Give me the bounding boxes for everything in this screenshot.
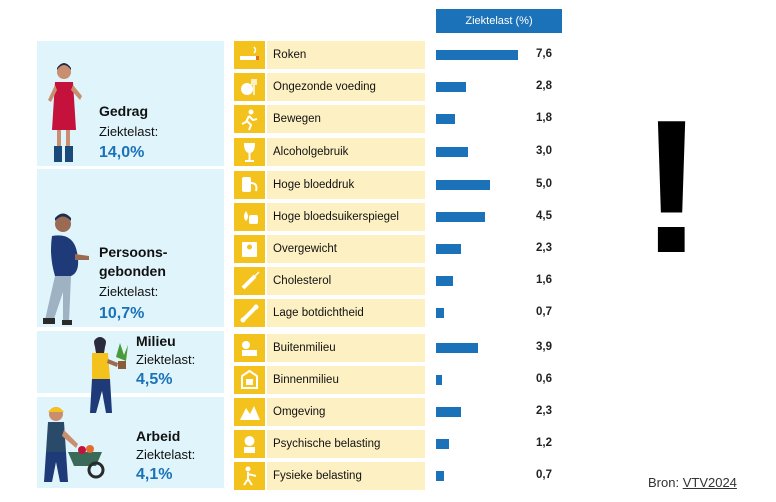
group-title-persoonsgebonden: Persoons- gebonden — [99, 244, 168, 279]
source-link[interactable]: VTV2024 — [682, 475, 737, 490]
syringe-icon — [234, 267, 265, 295]
value-header: Ziektelast (%) — [436, 9, 562, 33]
wine-glass-icon — [234, 138, 265, 166]
scale-icon — [234, 235, 265, 263]
value-label-fysieke-belasting: 0,7 — [536, 469, 552, 481]
category-label-bewegen: Bewegen — [267, 105, 425, 133]
group-total-arbeid: 4,1% — [136, 466, 173, 483]
bar-hoge-bloeddruk — [436, 180, 490, 190]
blood-pressure-icon — [234, 171, 265, 199]
group-sublabel-milieu: Ziektelast: — [136, 352, 196, 367]
value-label-cholesterol: 1,6 — [536, 274, 552, 286]
value-label-roken: 7,6 — [536, 48, 552, 60]
gardener-figure-illustration — [90, 337, 128, 413]
bar-hoge-bloedsuikerspiegel — [436, 212, 485, 222]
man-figure-illustration — [43, 213, 89, 325]
value-label-psychische-belasting: 1,2 — [536, 437, 552, 449]
group-title-milieu: Milieu — [136, 333, 176, 349]
bar-roken — [436, 50, 518, 60]
category-label-lage-botdichtheid: Lage botdichtheid — [267, 299, 425, 327]
group-title-arbeid: Arbeid — [136, 428, 181, 444]
value-label-binnenmilieu: 0,6 — [536, 373, 552, 385]
environment-icon — [234, 398, 265, 426]
value-label-overgewicht: 2,3 — [536, 242, 552, 254]
value-label-hoge-bloeddruk: 5,0 — [536, 178, 552, 190]
group-total-milieu: 4,5% — [136, 371, 173, 388]
bar-alcoholgebruik — [436, 147, 469, 157]
value-label-ongezonde-voeding: 2,8 — [536, 80, 552, 92]
source-note: Bron: VTV2024 — [648, 475, 737, 490]
category-label-hoge-bloedsuikerspiegel: Hoge bloedsuikerspiegel — [267, 203, 425, 231]
source-prefix: Bron: — [648, 475, 680, 490]
category-label-buitenmilieu: Buitenmilieu — [267, 334, 425, 362]
category-label-alcoholgebruik: Alcoholgebruik — [267, 138, 425, 166]
value-label-bewegen: 1,8 — [536, 112, 552, 124]
bone-icon — [234, 299, 265, 327]
bar-omgeving — [436, 407, 461, 417]
indoor-icon — [234, 366, 265, 394]
bar-ongezonde-voeding — [436, 82, 467, 92]
category-label-roken: Roken — [267, 41, 425, 69]
exclamation-mark: ! — [640, 81, 704, 293]
group-title-gedrag: Gedrag — [99, 103, 149, 119]
category-label-ongezonde-voeding: Ongezonde voeding — [267, 73, 425, 101]
group-sublabel-persoonsgebonden: Ziektelast: — [99, 284, 159, 299]
stress-icon — [234, 430, 265, 458]
blood-sugar-icon — [234, 203, 265, 231]
value-label-omgeving: 2,3 — [536, 405, 552, 417]
category-label-cholesterol: Cholesterol — [267, 267, 425, 295]
bar-cholesterol — [436, 276, 454, 286]
value-label-alcoholgebruik: 3,0 — [536, 145, 552, 157]
food-icon — [234, 73, 265, 101]
bar-bewegen — [436, 114, 456, 124]
group-panel-arbeid — [37, 397, 224, 488]
bar-lage-botdichtheid — [436, 308, 444, 318]
physical-load-icon — [234, 462, 265, 490]
woman-figure-illustration — [48, 63, 82, 162]
value-label-lage-botdichtheid: 0,7 — [536, 306, 552, 318]
category-label-hoge-bloeddruk: Hoge bloeddruk — [267, 171, 425, 199]
category-label-binnenmilieu: Binnenmilieu — [267, 366, 425, 394]
category-label-overgewicht: Overgewicht — [267, 235, 425, 263]
bar-overgewicht — [436, 244, 461, 254]
group-sublabel-gedrag: Ziektelast: — [99, 124, 159, 139]
worker-figure-illustration — [44, 407, 105, 482]
group-sublabel-arbeid: Ziektelast: — [136, 447, 196, 462]
outdoor-icon — [234, 334, 265, 362]
category-label-fysieke-belasting: Fysieke belasting — [267, 462, 425, 490]
group-total-gedrag: 14,0% — [99, 144, 145, 161]
category-label-psychische-belasting: Psychische belasting — [267, 430, 425, 458]
bar-binnenmilieu — [436, 375, 443, 385]
value-label-buitenmilieu: 3,9 — [536, 341, 552, 353]
cigarette-icon — [234, 41, 265, 69]
bar-fysieke-belasting — [436, 471, 444, 481]
running-icon — [234, 105, 265, 133]
bar-psychische-belasting — [436, 439, 449, 449]
bar-buitenmilieu — [436, 343, 479, 353]
group-total-persoonsgebonden: 10,7% — [99, 305, 145, 322]
value-label-hoge-bloedsuikerspiegel: 4,5 — [536, 210, 552, 222]
category-label-omgeving: Omgeving — [267, 398, 425, 426]
group-panel-milieu — [37, 331, 224, 393]
